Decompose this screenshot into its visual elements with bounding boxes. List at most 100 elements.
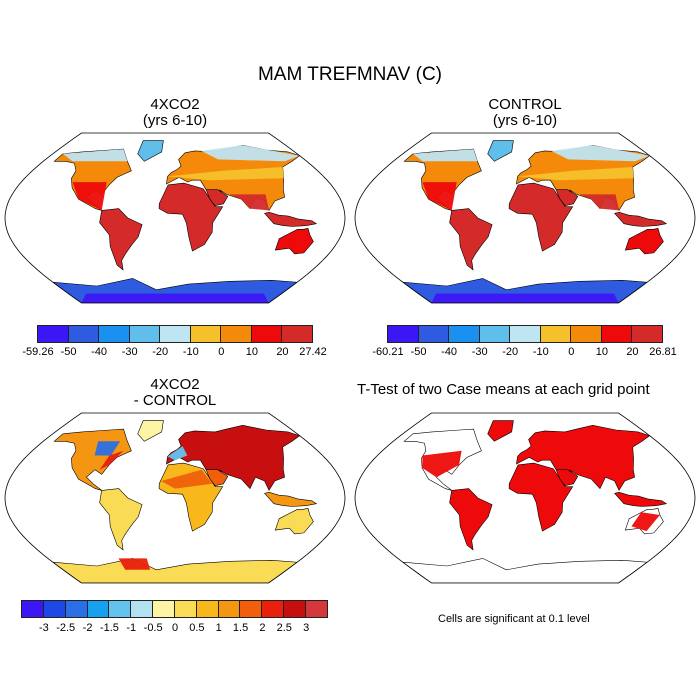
colorbar-difference-labels: -3 -2.5 -2 -1.5 -1 -0.5 0 0.5 1 1.5 2 2.5 3 xyxy=(22,622,328,636)
panel-title-line1: CONTROL xyxy=(488,96,562,113)
colorbar-tick-label: -50 xyxy=(410,346,427,358)
land-samerica xyxy=(449,488,493,551)
colorbar-tick-label: 1.5 xyxy=(232,622,249,634)
colorbar-tick-label: -40 xyxy=(441,346,458,358)
field-asia-south xyxy=(579,194,619,211)
colorbar-tick-label: 2.5 xyxy=(276,622,292,634)
land-africa xyxy=(508,182,574,252)
panel-title-line2: (yrs 6-10) xyxy=(142,112,208,129)
colorbar-tick-label: 10 xyxy=(245,346,258,358)
map-outline xyxy=(354,132,696,304)
land-africa xyxy=(158,182,224,252)
colorbar-swatch xyxy=(448,325,480,343)
colorbar-swatch xyxy=(37,325,69,343)
colorbar-tick-label: -60.21 xyxy=(372,346,404,358)
land-indonesia xyxy=(614,491,668,507)
colorbar-swatch xyxy=(509,325,541,343)
land-indonesia xyxy=(264,491,318,507)
panel-title-4xco2: 4XCO2 (yrs 6-10) xyxy=(85,97,265,129)
colorbar-swatch xyxy=(261,600,285,618)
colorbar-tick-label: 10 xyxy=(595,346,608,358)
panel-title-control: CONTROL (yrs 6-10) xyxy=(435,97,615,129)
field-n-america-south xyxy=(422,182,457,211)
land-greenland xyxy=(487,420,514,442)
colorbar-swatch xyxy=(217,600,241,618)
land-arabia xyxy=(555,189,579,207)
colorbar-swatch xyxy=(631,325,663,343)
colorbar-swatch xyxy=(539,325,572,343)
map-outline xyxy=(354,412,696,584)
colorbar-tick-label: 27.42 xyxy=(299,346,327,358)
land-africa xyxy=(508,462,574,532)
land-samerica xyxy=(99,488,143,551)
land-indonesia xyxy=(614,211,668,227)
colorbar-tick-label: -10 xyxy=(182,346,199,358)
colorbar-tick-label: -0.5 xyxy=(143,622,163,634)
colorbar-swatch xyxy=(195,600,219,618)
field-eurasia-north xyxy=(201,145,300,162)
colorbar-swatch xyxy=(570,325,602,343)
field-n-america-north xyxy=(413,149,478,162)
colorbar-swatch xyxy=(239,600,263,618)
colorbar-tick-label: -2 xyxy=(82,622,93,634)
map-outline xyxy=(4,412,346,584)
field-n-america-south xyxy=(72,182,107,211)
page-title: MAM TREFMNAV (C) xyxy=(257,64,442,85)
land-australia xyxy=(274,228,314,255)
colorbar-tick-label: 20 xyxy=(276,346,289,358)
colorbar-swatch xyxy=(283,600,306,618)
colorbar-tick-label: 20 xyxy=(626,346,639,358)
land-greenland xyxy=(137,140,164,162)
land-antarctica xyxy=(51,558,299,583)
colorbar-tick-label: -20 xyxy=(502,346,519,358)
colorbar-swatch xyxy=(281,325,313,343)
field-europe-west xyxy=(167,446,188,461)
land-australia xyxy=(274,508,314,535)
colorbar-tick-label: 0.5 xyxy=(189,622,205,634)
colorbar-4xco2 xyxy=(37,325,313,343)
field-n-america-north xyxy=(63,149,128,162)
panel-title-line2: - CONTROL xyxy=(133,392,217,409)
colorbar-swatch xyxy=(21,600,44,618)
panel-title-line1: 4XCO2 xyxy=(150,376,200,393)
land-namerica xyxy=(53,428,132,491)
colorbar-tick-label: 1 xyxy=(215,622,222,634)
colorbar-swatch xyxy=(387,325,419,343)
colorbar-tick-label: -20 xyxy=(152,346,169,358)
colorbar-tick-label: 0 xyxy=(568,346,575,358)
field-australia-significant xyxy=(631,512,660,532)
field-eurasia-mid xyxy=(517,167,634,181)
colorbar-swatch xyxy=(478,325,511,343)
field-eurasia-mid xyxy=(167,167,284,181)
colorbar-swatch xyxy=(98,325,130,343)
panel-title-ttest: T-Test of two Case means at each grid po… xyxy=(357,381,650,398)
land-samerica xyxy=(99,208,143,271)
field-n-america-significant xyxy=(422,450,462,478)
colorbar-tick-label: 26.81 xyxy=(649,346,677,358)
colorbar-tick-label: -30 xyxy=(471,346,488,358)
field-antarctica-interior xyxy=(81,293,269,303)
colorbar-swatch xyxy=(189,325,222,343)
colorbar-swatch xyxy=(220,325,252,343)
colorbar-tick-label: -40 xyxy=(91,346,108,358)
map-control xyxy=(354,132,696,304)
colorbar-tick-label: -30 xyxy=(121,346,138,358)
colorbar-swatch xyxy=(42,600,66,618)
colorbar-tick-label: -1.5 xyxy=(99,622,119,634)
colorbar-swatch xyxy=(173,600,197,618)
colorbar-swatch xyxy=(64,600,88,618)
land-australia xyxy=(624,228,664,255)
significance-note: Cells are significant at 0.1 level xyxy=(438,613,590,625)
colorbar-control-labels: -60.21 -50 -40 -30 -20 -10 0 10 20 26.81 xyxy=(372,346,676,360)
colorbar-swatch xyxy=(304,600,328,618)
land-arabia xyxy=(205,469,229,487)
colorbar-swatch xyxy=(108,600,132,618)
colorbar-tick-label: -50 xyxy=(60,346,77,358)
colorbar-swatch xyxy=(67,325,100,343)
colorbar-swatch xyxy=(86,600,110,618)
field-sahara xyxy=(161,469,213,489)
field-eurasia-north xyxy=(551,145,650,162)
map-ttest-significance xyxy=(354,412,696,584)
colorbar-tick-label: 0 xyxy=(171,622,179,634)
colorbar-tick-label: -59.26 xyxy=(22,346,54,358)
